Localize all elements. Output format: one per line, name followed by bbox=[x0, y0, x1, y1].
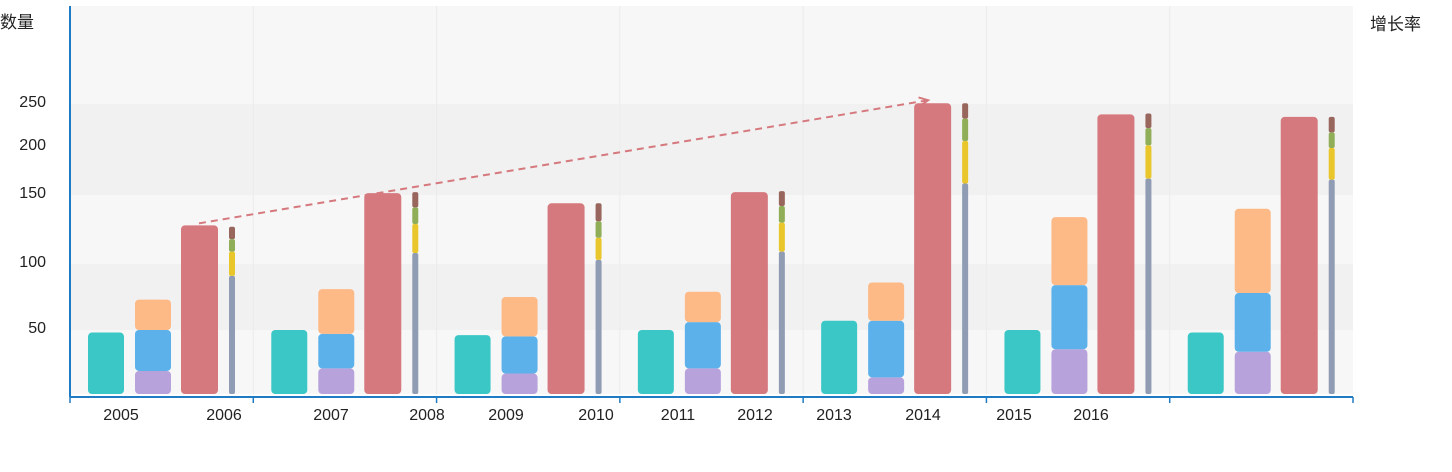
bar-teal bbox=[271, 330, 308, 394]
bar-thin-green bbox=[229, 239, 235, 252]
y-tick-label: 250 bbox=[19, 94, 46, 111]
bar-thin-brown bbox=[962, 103, 969, 119]
x-tick-label: 2006 bbox=[206, 407, 242, 424]
bar-orange bbox=[135, 299, 171, 330]
bar-red bbox=[1280, 116, 1318, 395]
bar-blue bbox=[135, 330, 171, 371]
bar-orange bbox=[868, 282, 905, 321]
bar-orange bbox=[1234, 208, 1271, 294]
bar-teal bbox=[821, 320, 858, 394]
bar-blue bbox=[868, 320, 905, 378]
bar-thin-brown bbox=[778, 191, 785, 207]
bar-red bbox=[730, 192, 768, 394]
bar-purple bbox=[501, 373, 538, 394]
bar-teal bbox=[1004, 330, 1041, 394]
trend-arrow bbox=[198, 96, 931, 225]
bar-thin-green bbox=[595, 221, 602, 238]
x-tick-label: 2016 bbox=[1073, 407, 1109, 424]
bar-thin-yellow bbox=[1145, 145, 1152, 179]
trend-arrow-head bbox=[918, 96, 931, 107]
x-tick-label: 2008 bbox=[409, 407, 445, 424]
bar-blue bbox=[501, 336, 538, 374]
bar-purple bbox=[684, 368, 721, 394]
bar-thin-brown bbox=[595, 203, 602, 222]
bar-thin-gray bbox=[778, 251, 785, 394]
bar-thin-yellow bbox=[778, 222, 785, 252]
bar-thin-green bbox=[1328, 132, 1335, 148]
right-axis-label: 增长率 bbox=[1370, 15, 1421, 35]
bar-thin-brown bbox=[1328, 116, 1335, 133]
axes bbox=[69, 6, 1354, 403]
bar-blue bbox=[684, 322, 721, 369]
bar-orange bbox=[501, 297, 538, 337]
trend-arrow-line bbox=[198, 99, 929, 225]
bar-purple bbox=[318, 368, 355, 394]
x-tick-label: 2007 bbox=[313, 407, 349, 424]
x-tick-label: 2010 bbox=[578, 407, 614, 424]
bar-thin-yellow bbox=[229, 251, 235, 276]
bar-red bbox=[914, 103, 952, 394]
bar-thin-gray bbox=[1328, 179, 1335, 394]
y-tick-label: 200 bbox=[19, 137, 46, 154]
bar-blue bbox=[318, 333, 355, 369]
y-tick-label: 150 bbox=[19, 185, 46, 202]
bar-red bbox=[181, 225, 218, 394]
bar-thin-green bbox=[778, 206, 785, 223]
bar-red bbox=[364, 193, 402, 394]
bar-thin-yellow bbox=[412, 223, 419, 253]
x-tick-label: 2012 bbox=[737, 407, 773, 424]
bar-marks bbox=[88, 103, 1335, 395]
bar-thin-gray bbox=[595, 259, 602, 394]
bar-thin-green bbox=[412, 207, 419, 224]
bar-teal bbox=[1187, 332, 1224, 394]
bar-purple bbox=[1234, 351, 1271, 394]
bar-thin-green bbox=[962, 118, 969, 141]
bar-thin-gray bbox=[412, 252, 419, 394]
band-150-250 bbox=[70, 104, 1353, 195]
bar-teal bbox=[454, 335, 491, 394]
bar-thin-brown bbox=[1145, 113, 1152, 129]
bar-thin-brown bbox=[412, 192, 419, 208]
x-tick-label: 2011 bbox=[660, 407, 696, 424]
bar-thin-yellow bbox=[1328, 147, 1335, 180]
bar-thin-brown bbox=[229, 226, 235, 240]
bar-thin-yellow bbox=[962, 140, 969, 184]
bar-thin-gray bbox=[962, 183, 969, 394]
x-tick-label: 2009 bbox=[488, 407, 524, 424]
x-tick-label: 2014 bbox=[905, 407, 941, 424]
x-tick-label: 2005 bbox=[103, 407, 139, 424]
bar-thin-gray bbox=[229, 275, 235, 394]
bar-red bbox=[1097, 114, 1135, 394]
bar-orange bbox=[684, 291, 721, 323]
bar-teal bbox=[88, 332, 124, 394]
x-tick-label: 2013 bbox=[816, 407, 852, 424]
y-tick-label: 50 bbox=[28, 320, 46, 337]
bar-blue bbox=[1234, 293, 1271, 352]
bar-orange bbox=[318, 289, 355, 334]
bar-blue bbox=[1051, 285, 1088, 350]
vertical-gridlines bbox=[252, 6, 1171, 394]
bar-purple bbox=[1051, 349, 1088, 394]
bar-thin-gray bbox=[1145, 178, 1152, 394]
bar-orange bbox=[1051, 217, 1088, 286]
x-tick-label: 2015 bbox=[996, 407, 1032, 424]
bar-purple bbox=[135, 370, 171, 394]
left-axis-label: 数量 bbox=[0, 13, 34, 33]
bar-thin-yellow bbox=[595, 237, 602, 260]
y-tick-label: 100 bbox=[19, 254, 46, 271]
bar-purple bbox=[868, 377, 905, 394]
bar-teal bbox=[637, 330, 674, 394]
bar-red bbox=[547, 203, 585, 394]
bar-thin-green bbox=[1145, 128, 1152, 146]
